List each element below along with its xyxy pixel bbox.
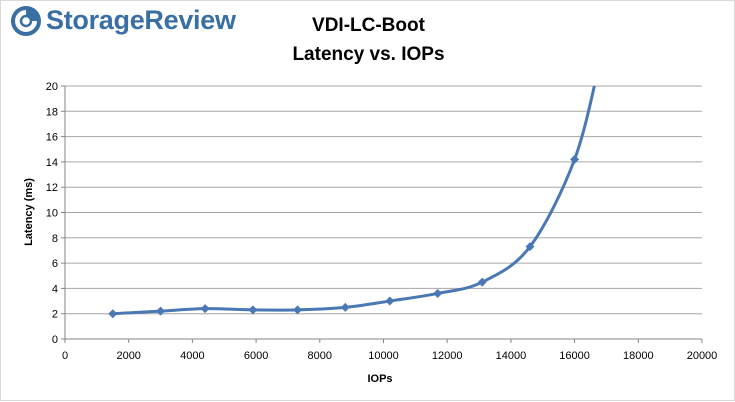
data-point-marker: [108, 309, 118, 319]
series-markers: [108, 154, 580, 319]
y-tick-label: 2: [52, 309, 58, 321]
data-point-marker: [293, 305, 303, 315]
x-tick-label: 10000: [368, 350, 399, 362]
y-tick-label: 8: [52, 233, 58, 245]
brand-name: StorageReview: [46, 5, 236, 35]
data-point-marker: [200, 304, 210, 314]
data-point-marker: [248, 305, 258, 315]
data-point-marker: [477, 277, 487, 287]
chart-subtitle: Latency vs. IOPs: [292, 44, 445, 65]
storagereview-logo-icon: [11, 5, 41, 36]
x-tick-label: 20000: [687, 350, 718, 362]
x-axis-ticks: 0 2000 4000 6000 8000 10000 12000 14000 16000 180…: [62, 339, 717, 362]
x-tick-label: 18000: [623, 350, 654, 362]
data-point-marker: [570, 154, 580, 164]
grid-lines: [65, 85, 702, 315]
x-axis-label: IOPs: [367, 373, 392, 385]
x-tick-label: 0: [62, 350, 68, 362]
y-tick-label: 10: [46, 208, 58, 220]
data-point-marker: [156, 306, 166, 316]
chart-title: VDI-LC-Boot: [312, 15, 425, 36]
x-tick-label: 4000: [180, 350, 204, 362]
x-tick-label: 8000: [308, 350, 332, 362]
y-tick-label: 20: [46, 81, 58, 93]
y-axis-ticks: 0 2 4 6 8 10 12 14 16 18 20: [46, 81, 65, 346]
data-point-marker: [525, 242, 535, 252]
y-tick-label: 12: [46, 182, 58, 194]
y-tick-label: 16: [46, 132, 58, 144]
data-point-marker: [385, 296, 395, 306]
y-tick-label: 14: [46, 157, 58, 169]
y-tick-label: 18: [46, 106, 58, 118]
x-tick-label: 12000: [432, 350, 463, 362]
x-tick-label: 2000: [116, 350, 140, 362]
x-tick-label: 14000: [496, 350, 527, 362]
data-point-marker: [340, 302, 350, 312]
data-point-marker: [433, 288, 443, 298]
brand-logo: StorageReview: [11, 5, 236, 36]
y-axis-label: Latency (ms): [23, 178, 35, 246]
y-tick-label: 4: [52, 283, 58, 295]
x-tick-label: 6000: [244, 350, 268, 362]
y-tick-label: 0: [52, 334, 58, 346]
x-tick-label: 16000: [559, 350, 590, 362]
y-tick-label: 6: [52, 258, 58, 270]
